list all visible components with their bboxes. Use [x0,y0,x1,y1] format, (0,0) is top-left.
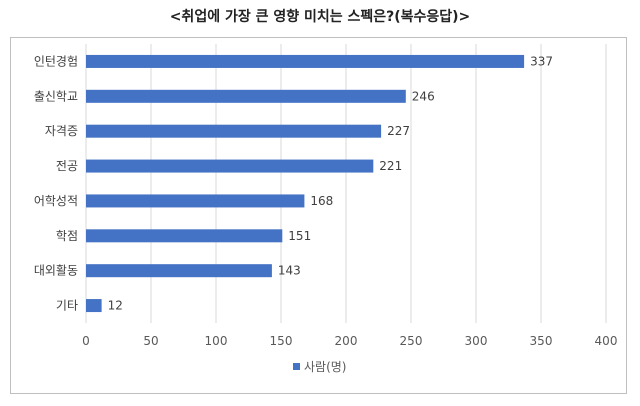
data-label: 12 [108,299,123,313]
category-label: 기타 [56,299,78,313]
gridlines [85,44,607,323]
data-label: 168 [310,194,333,208]
bar [86,299,102,313]
legend-label: 사람(명) [304,360,346,374]
bar [86,264,272,278]
bar [86,229,283,243]
category-label: 출신학교 [34,89,78,103]
x-tick-label: 200 [335,334,358,348]
chart-title: <취업에 가장 큰 영향 미치는 스펙은?(복수응답)> [169,9,471,25]
category-label: 학점 [56,229,78,243]
data-labels: 337 246 227 221 168 151 143 12 [108,54,553,312]
x-tick-label: 0 [82,334,90,348]
data-label: 221 [379,159,402,173]
category-label: 어학성적 [34,194,78,208]
category-label: 인턴경험 [34,54,78,68]
category-label: 대외활동 [34,264,78,278]
data-label: 337 [530,54,553,68]
legend: 사람(명) [293,360,346,374]
x-tick-label: 100 [205,334,228,348]
x-tick-label: 50 [143,334,158,348]
x-tick-label: 250 [400,334,423,348]
bar [86,124,382,138]
x-tick-label: 300 [465,334,488,348]
x-tick-label: 150 [270,334,293,348]
data-label: 151 [288,229,311,243]
x-tick-label: 350 [530,334,553,348]
data-label: 143 [278,264,301,278]
x-tick-label: 400 [595,334,618,348]
data-label: 227 [387,124,410,138]
bar [86,194,305,208]
category-label: 자격증 [45,124,78,138]
bar [86,89,406,103]
data-label: 246 [412,89,435,103]
bars [86,54,525,313]
legend-swatch [293,363,300,370]
category-label: 전공 [56,159,78,173]
bar [86,159,374,173]
x-tick-labels: 0 50 100 150 200 250 300 350 400 [82,334,617,348]
bar [86,54,525,68]
